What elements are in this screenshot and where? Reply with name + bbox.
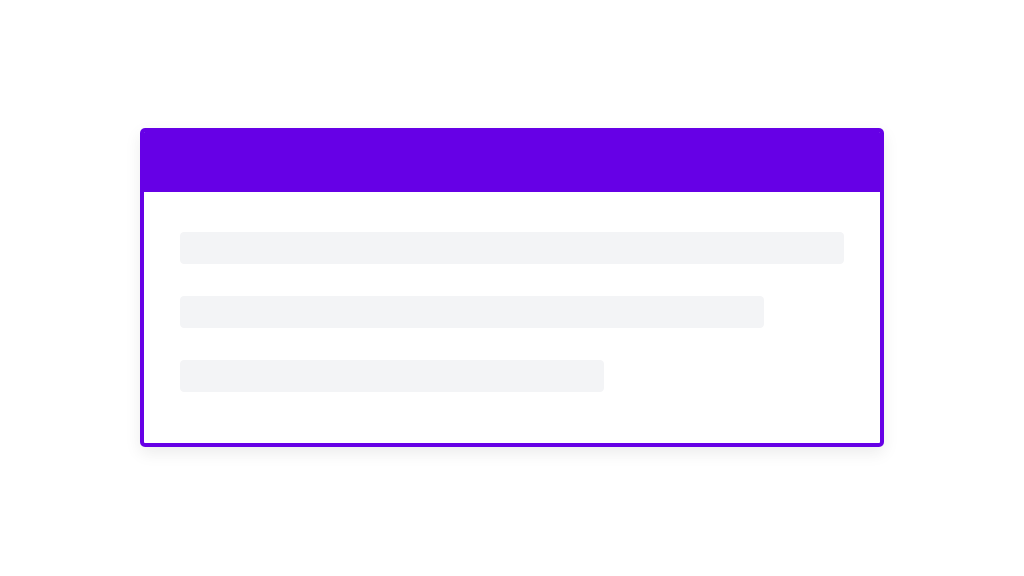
skeleton-line xyxy=(180,296,764,328)
card-header xyxy=(144,132,880,192)
skeleton-line xyxy=(180,232,844,264)
skeleton-line xyxy=(180,360,604,392)
skeleton-card xyxy=(140,128,884,447)
